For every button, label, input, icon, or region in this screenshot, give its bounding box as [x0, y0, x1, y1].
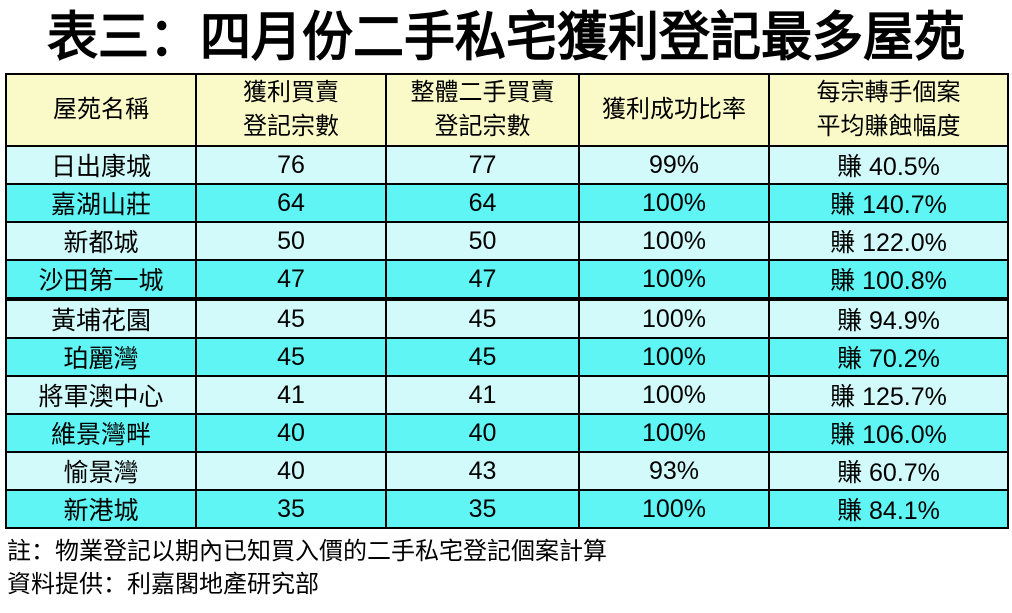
table-header: 屋苑名稱 獲利買賣 登記宗數 整體二手買賣 登記宗數 獲利成功比率 每宗轉手個案 平均賺蝕幅度 — [5, 73, 1009, 147]
table-row: 維景灣畔 40 40 100% 賺 106.0% — [5, 413, 1009, 453]
avg-gain-cell: 賺 60.7% — [768, 451, 1009, 491]
estate-name-cell: 維景灣畔 — [5, 413, 197, 453]
estates-table: 屋苑名稱 獲利買賣 登記宗數 整體二手買賣 登記宗數 獲利成功比率 每宗轉手個案 平均賺蝕幅度… — [5, 73, 1009, 529]
total-deals-cell: 45 — [385, 297, 580, 339]
header-line: 屋苑名稱 — [53, 96, 149, 123]
header-line: 每宗轉手個案 — [816, 79, 961, 106]
avg-gain-cell: 賺 125.7% — [768, 375, 1009, 415]
table-body: 日出康城 76 77 99% 賺 40.5% 嘉湖山莊 64 64 100% 賺 140.7% 新都… — [5, 145, 1009, 529]
success-rate-cell: 100% — [578, 337, 770, 377]
estate-name-cell: 珀麗灣 — [5, 337, 197, 377]
total-deals-cell: 41 — [385, 375, 580, 415]
note-calculation: 註：物業登記以期內已知買入價的二手私宅登記個案計算 — [7, 538, 607, 565]
col-header-estate-name: 屋苑名稱 — [5, 73, 197, 147]
col-header-avg-gain: 每宗轉手個案 平均賺蝕幅度 — [768, 73, 1009, 147]
header-row: 屋苑名稱 獲利買賣 登記宗數 整體二手買賣 登記宗數 獲利成功比率 每宗轉手個案 平均賺蝕幅度 — [5, 73, 1009, 147]
total-deals-cell: 47 — [385, 259, 580, 300]
table-row: 將軍澳中心 41 41 100% 賺 125.7% — [5, 375, 1009, 415]
col-header-profit-deals: 獲利買賣 登記宗數 — [195, 73, 387, 147]
col-header-success-rate: 獲利成功比率 — [578, 73, 770, 147]
estate-name-cell: 黃埔花園 — [5, 297, 197, 339]
header-line: 整體二手買賣 — [410, 79, 555, 106]
table-row: 黃埔花園 45 45 100% 賺 94.9% — [5, 297, 1009, 339]
avg-gain-cell: 賺 70.2% — [768, 337, 1009, 377]
profit-deals-cell: 47 — [195, 259, 387, 300]
success-rate-cell: 99% — [578, 145, 770, 185]
total-deals-cell: 40 — [385, 413, 580, 453]
success-rate-cell: 100% — [578, 221, 770, 261]
page-title: 表三：四月份二手私宅獲利登記最多屋苑 — [46, 7, 965, 67]
profit-deals-cell: 45 — [195, 337, 387, 377]
success-rate-cell: 100% — [578, 375, 770, 415]
profit-deals-cell: 64 — [195, 183, 387, 223]
estate-name-cell: 沙田第一城 — [5, 259, 197, 300]
footer-notes: 註：物業登記以期內已知買入價的二手私宅登記個案計算 資料提供：利嘉閣地產研究部 — [7, 535, 1012, 601]
estate-name-cell: 將軍澳中心 — [5, 375, 197, 415]
profit-deals-cell: 40 — [195, 451, 387, 491]
estate-name-cell: 愉景灣 — [5, 451, 197, 491]
profit-deals-cell: 76 — [195, 145, 387, 185]
total-deals-cell: 64 — [385, 183, 580, 223]
table-row: 日出康城 76 77 99% 賺 40.5% — [5, 145, 1009, 185]
avg-gain-cell: 賺 40.5% — [768, 145, 1009, 185]
estate-name-cell: 新都城 — [5, 221, 197, 261]
total-deals-cell: 43 — [385, 451, 580, 491]
table-row: 嘉湖山莊 64 64 100% 賺 140.7% — [5, 183, 1009, 223]
success-rate-cell: 100% — [578, 297, 770, 339]
profit-deals-cell: 35 — [195, 489, 387, 529]
profit-deals-cell: 50 — [195, 221, 387, 261]
table-row: 新港城 35 35 100% 賺 84.1% — [5, 489, 1009, 529]
col-header-total-deals: 整體二手買賣 登記宗數 — [385, 73, 580, 147]
header-line: 登記宗數 — [243, 113, 339, 140]
note-source: 資料提供：利嘉閣地產研究部 — [7, 571, 319, 598]
table-row: 愉景灣 40 43 93% 賺 60.7% — [5, 451, 1009, 491]
header-line: 登記宗數 — [434, 113, 531, 140]
success-rate-cell: 100% — [578, 489, 770, 529]
avg-gain-cell: 賺 106.0% — [768, 413, 1009, 453]
header-line: 獲利成功比率 — [602, 96, 746, 123]
estate-name-cell: 日出康城 — [5, 145, 197, 185]
total-deals-cell: 50 — [385, 221, 580, 261]
header-line: 平均賺蝕幅度 — [816, 113, 961, 140]
success-rate-cell: 100% — [578, 413, 770, 453]
table-row: 新都城 50 50 100% 賺 122.0% — [5, 221, 1009, 261]
avg-gain-cell: 賺 122.0% — [768, 221, 1009, 261]
profit-deals-cell: 45 — [195, 297, 387, 339]
success-rate-cell: 100% — [578, 259, 770, 300]
total-deals-cell: 35 — [385, 489, 580, 529]
avg-gain-cell: 賺 140.7% — [768, 183, 1009, 223]
success-rate-cell: 100% — [578, 183, 770, 223]
profit-deals-cell: 41 — [195, 375, 387, 415]
profit-deals-cell: 40 — [195, 413, 387, 453]
table-row: 珀麗灣 45 45 100% 賺 70.2% — [5, 337, 1009, 377]
total-deals-cell: 77 — [385, 145, 580, 185]
estate-name-cell: 嘉湖山莊 — [5, 183, 197, 223]
avg-gain-cell: 賺 84.1% — [768, 489, 1009, 529]
avg-gain-cell: 賺 100.8% — [768, 259, 1009, 300]
table-row: 沙田第一城 47 47 100% 賺 100.8% — [5, 259, 1009, 300]
total-deals-cell: 45 — [385, 337, 580, 377]
avg-gain-cell: 賺 94.9% — [768, 297, 1009, 339]
estate-name-cell: 新港城 — [5, 489, 197, 529]
header-line: 獲利買賣 — [243, 79, 339, 106]
success-rate-cell: 93% — [578, 451, 770, 491]
